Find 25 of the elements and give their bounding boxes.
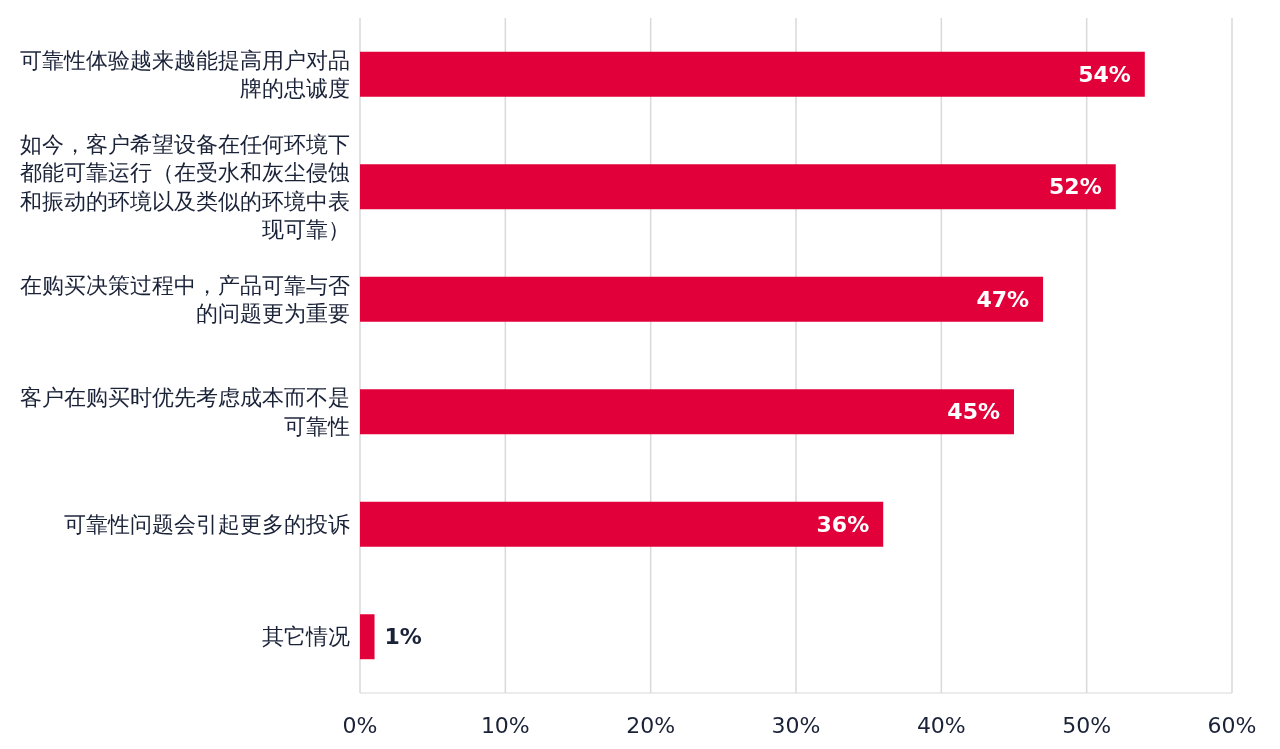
data-label: 47% xyxy=(976,286,1030,312)
data-label: 1% xyxy=(384,624,422,650)
x-tick-label: 20% xyxy=(626,713,676,738)
x-tick-label: 10% xyxy=(480,713,530,738)
bar xyxy=(360,164,1116,210)
y-tick-label: 客户在购买时优先考虑成本而不是可靠性 xyxy=(20,385,350,439)
x-tick-label: 40% xyxy=(916,713,966,738)
y-tick-label: 可靠性问题会引起更多的投诉 xyxy=(64,511,350,537)
bar xyxy=(360,51,1145,97)
y-tick-label: 可靠性体验越来越能提高用户对品牌的忠诚度 xyxy=(20,47,350,102)
y-tick-label: 在购买决策过程中，产品可靠与否的问题更为重要 xyxy=(20,272,350,327)
y-tick-label: 其它情况 xyxy=(262,624,350,650)
x-tick-label: 0% xyxy=(342,713,378,738)
y-tick-label: 如今，客户希望设备在任何环境下都能可靠运行（在受水和灰尘侵蚀和振动的环境以及类似的环境中表现可靠） xyxy=(20,131,350,243)
bar xyxy=(360,614,375,660)
x-tick-label: 30% xyxy=(771,713,821,738)
data-label: 52% xyxy=(1049,174,1102,200)
x-tick-label: 50% xyxy=(1062,713,1112,738)
data-label: 36% xyxy=(816,511,870,537)
data-label: 54% xyxy=(1078,61,1131,87)
bar xyxy=(360,276,1044,322)
bar xyxy=(360,501,884,547)
x-tick-label: 60% xyxy=(1207,713,1257,738)
data-label: 45% xyxy=(947,399,1000,425)
bar xyxy=(360,389,1014,435)
